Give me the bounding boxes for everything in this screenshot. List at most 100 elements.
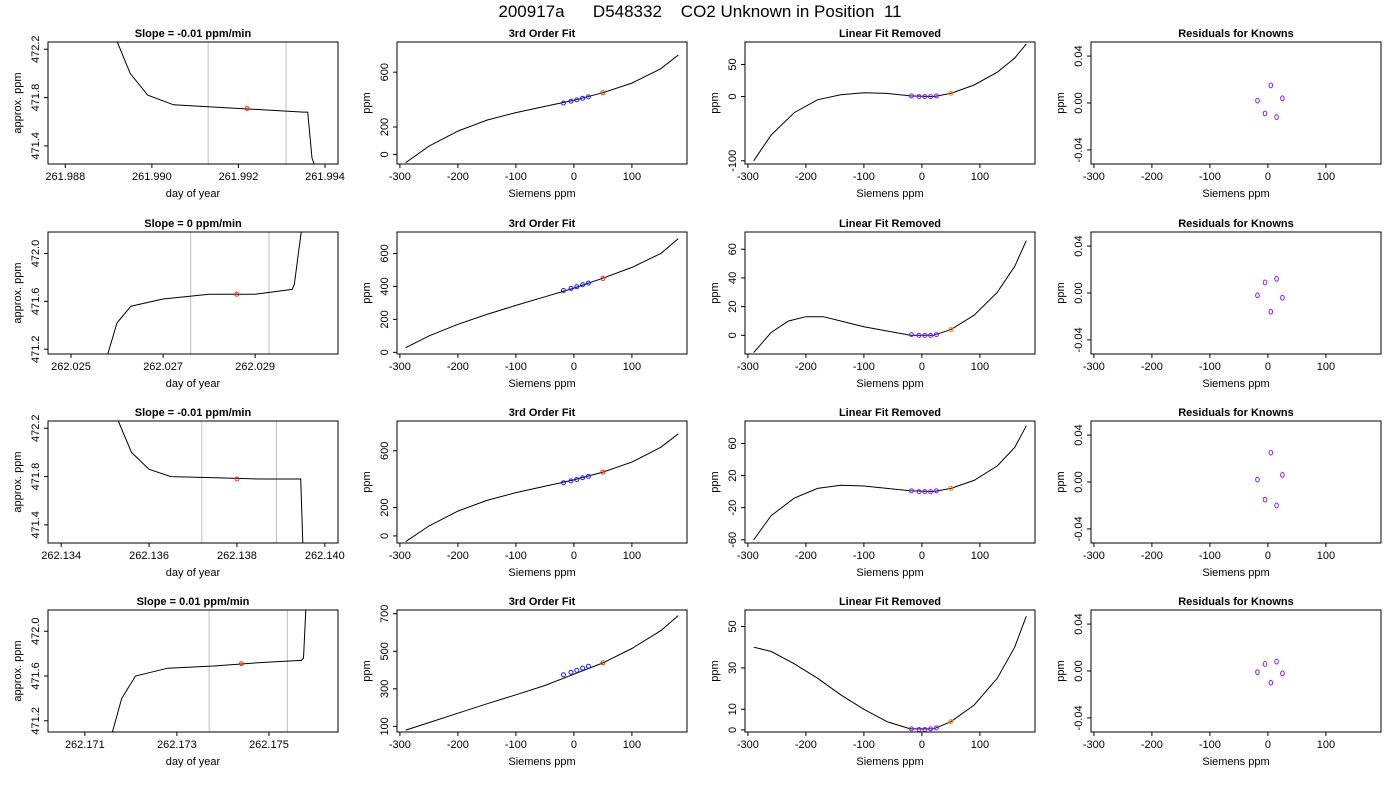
residual-point xyxy=(1280,472,1285,478)
residual-point xyxy=(1262,110,1268,117)
fit-curve xyxy=(753,43,1027,162)
y-axis-label: ppm xyxy=(1055,92,1067,113)
x-tick-label: 100 xyxy=(1317,171,1335,183)
x-tick-label: 262.025 xyxy=(51,361,91,373)
unknown-point xyxy=(948,485,954,491)
residual-point xyxy=(1255,97,1260,104)
known-point xyxy=(568,98,574,104)
x-tick-label: -300 xyxy=(389,171,411,183)
known-point xyxy=(574,284,580,290)
x-tick-label: -300 xyxy=(389,550,411,562)
x-tick-label: -100 xyxy=(1199,171,1221,183)
y-tick-label: 600 xyxy=(379,63,391,81)
figure-title: 200917a D548332 CO2 Unknown in Position … xyxy=(498,2,902,21)
plot-area xyxy=(1255,276,1285,315)
known-point xyxy=(916,332,922,338)
y-axis-label: ppm xyxy=(709,92,721,113)
y-tick-label: 200 xyxy=(379,118,391,136)
plot-frame xyxy=(396,231,688,355)
x-tick-label: 100 xyxy=(971,739,989,751)
known-point xyxy=(908,332,914,338)
y-tick-label: 500 xyxy=(379,642,391,660)
panel-title: Linear Fit Removed xyxy=(839,28,941,40)
y-tick-label: 400 xyxy=(379,277,391,295)
x-axis-label: day of year xyxy=(166,756,221,768)
unknown-point xyxy=(948,327,954,333)
y-axis-label: approx. ppm xyxy=(12,262,24,323)
panel-title: Residuals for Knowns xyxy=(1178,596,1294,608)
concentration-trace xyxy=(117,421,304,543)
x-tick-label: -100 xyxy=(505,739,527,751)
panel-r1c3: Linear Fit Removed -300 -200 -100 0 100 -100 0 5… xyxy=(709,28,1036,200)
plot-frame xyxy=(47,420,339,544)
x-tick-label: -100 xyxy=(1199,739,1221,751)
x-axis-label: Siemens ppm xyxy=(856,188,923,200)
x-tick-label: -100 xyxy=(853,739,875,751)
x-axis-label: day of year xyxy=(166,567,221,579)
residual-point xyxy=(1274,276,1279,282)
y-tick-label: -100 xyxy=(727,150,739,172)
known-point xyxy=(585,280,591,286)
x-tick-label: 0 xyxy=(571,171,577,183)
plot-area xyxy=(116,42,315,164)
x-tick-label: -200 xyxy=(447,550,469,562)
x-tick-label: 261.992 xyxy=(219,171,259,183)
y-tick-label: -20 xyxy=(727,500,739,516)
residual-point xyxy=(1280,670,1285,677)
y-tick-label: 40 xyxy=(727,272,739,284)
residual-point xyxy=(1262,279,1268,286)
y-axis-label: ppm xyxy=(361,92,373,113)
x-tick-label: 100 xyxy=(971,171,989,183)
y-tick-label: 472.0 xyxy=(30,240,42,268)
panel-title: Linear Fit Removed xyxy=(839,407,941,419)
y-tick-label: 472.2 xyxy=(30,35,42,63)
panel-r3c3: Linear Fit Removed -300 -200 -100 0 100 -60 -20… xyxy=(709,407,1036,579)
y-axis-label: ppm xyxy=(709,471,721,492)
x-tick-label: 0 xyxy=(919,550,925,562)
fit-curve xyxy=(753,425,1027,541)
known-point xyxy=(922,727,928,732)
y-tick-label: 0.04 xyxy=(1073,45,1085,66)
y-tick-label: 0 xyxy=(379,533,391,539)
plot-frame xyxy=(47,609,339,733)
y-tick-label: 471.8 xyxy=(30,84,42,112)
known-point xyxy=(933,93,939,99)
unknown-point xyxy=(600,275,606,281)
known-point xyxy=(928,94,934,100)
known-point xyxy=(933,332,939,338)
x-tick-label: -200 xyxy=(795,171,817,183)
x-tick-label: 261.988 xyxy=(45,171,85,183)
panel-title: 3rd Order Fit xyxy=(509,407,576,419)
known-point xyxy=(585,663,591,669)
y-axis-label: ppm xyxy=(709,282,721,303)
residual-point xyxy=(1255,669,1260,676)
known-point xyxy=(908,93,914,99)
fit-curve xyxy=(405,54,679,164)
known-point xyxy=(585,473,591,479)
known-point xyxy=(560,288,566,294)
x-tick-label: -100 xyxy=(505,171,527,183)
x-axis-label: Siemens ppm xyxy=(1202,188,1269,200)
residual-point xyxy=(1268,308,1274,315)
x-tick-label: -300 xyxy=(737,550,759,562)
x-tick-label: 0 xyxy=(571,361,577,373)
known-point xyxy=(568,669,574,675)
x-tick-label: 262.134 xyxy=(41,550,81,562)
plot-area xyxy=(405,238,679,349)
known-point xyxy=(580,95,586,101)
plot-area xyxy=(1255,449,1285,509)
plot-frame xyxy=(47,231,339,355)
x-tick-label: -100 xyxy=(1199,550,1221,562)
panel-r3c1: Slope = -0.01 ppm/min 262.134 262.136 262.1… xyxy=(12,407,345,579)
residual-point xyxy=(1268,82,1274,89)
x-tick-label: 100 xyxy=(971,361,989,373)
y-tick-label: 0.00 xyxy=(1073,471,1085,492)
y-tick-label: 471.2 xyxy=(30,335,42,363)
fit-curve xyxy=(405,615,679,731)
known-point xyxy=(580,665,586,671)
x-axis-label: Siemens ppm xyxy=(508,756,575,768)
known-point xyxy=(928,726,934,732)
x-tick-label: -300 xyxy=(389,739,411,751)
residual-point xyxy=(1262,496,1268,503)
